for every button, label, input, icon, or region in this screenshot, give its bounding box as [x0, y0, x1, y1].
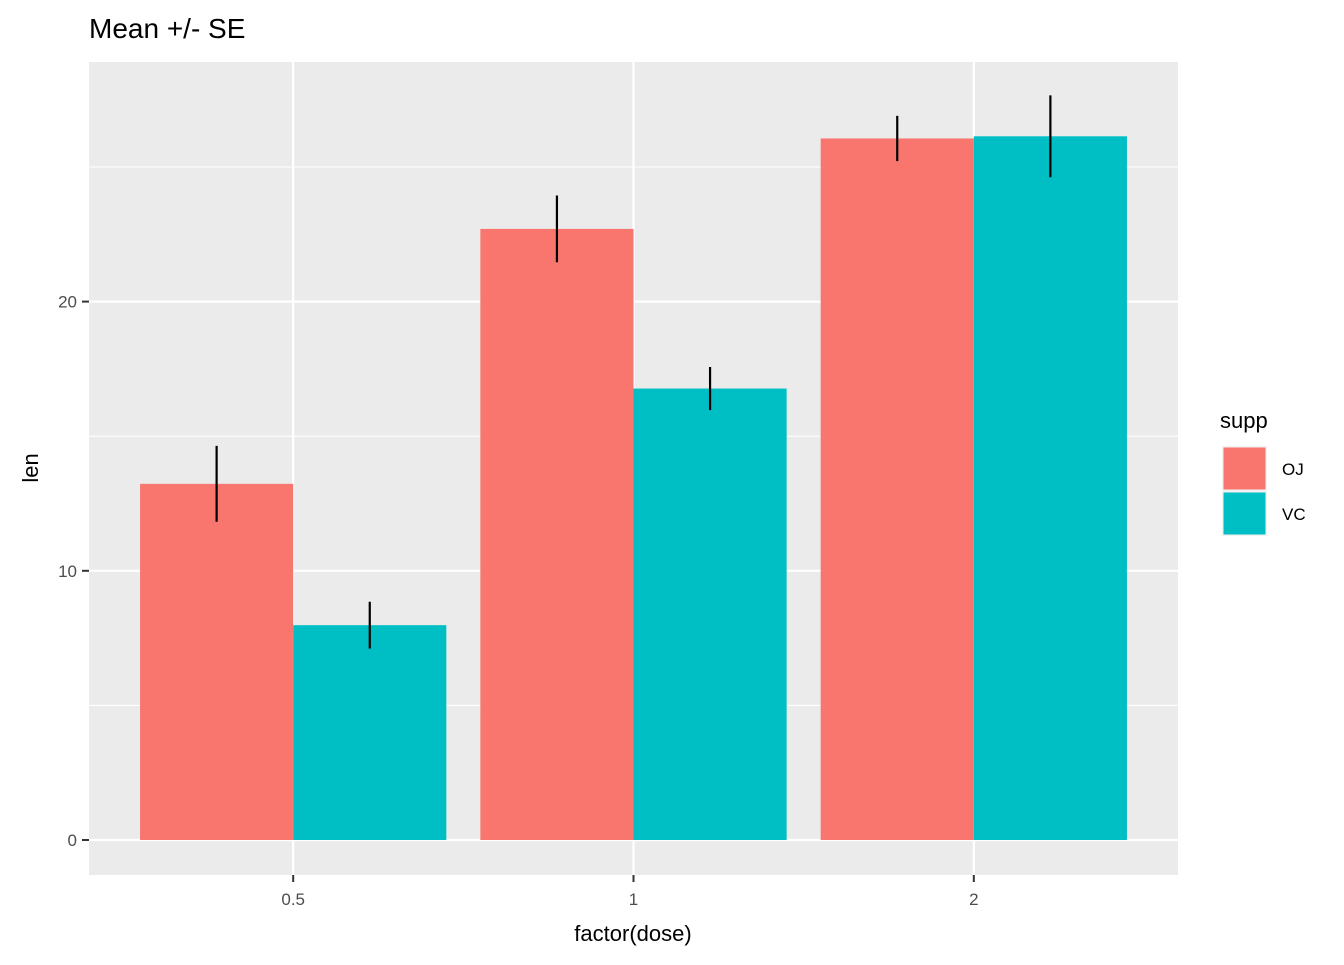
y-tick-label: 10: [58, 562, 77, 581]
x-tick-label: 2: [969, 890, 978, 909]
y-tick-label: 0: [68, 831, 77, 850]
bar-oj-2: [820, 138, 974, 841]
legend: supp OJ VC: [1220, 408, 1306, 536]
y-tick-label: 20: [58, 293, 77, 312]
legend-label-oj: OJ: [1282, 460, 1304, 479]
legend-swatch-vc: [1223, 492, 1266, 535]
legend-swatch-oj: [1223, 447, 1266, 490]
bar-vc-1: [633, 388, 787, 841]
x-tick-label: 1: [629, 890, 638, 909]
bar-oj-1: [480, 228, 634, 841]
bar-vc-2: [973, 136, 1127, 841]
bar-oj-0.5: [140, 483, 294, 841]
error-bars: [215, 95, 1052, 649]
legend-items: OJ VC: [1222, 446, 1306, 536]
x-axis-title: factor(dose): [574, 921, 691, 946]
legend-label-vc: VC: [1282, 505, 1306, 524]
legend-title: supp: [1220, 408, 1268, 433]
y-axis-title: len: [18, 453, 43, 482]
chart-title: Mean +/- SE: [89, 13, 245, 44]
x-tick-label: 0.5: [281, 890, 305, 909]
bar-vc-0.5: [293, 625, 447, 841]
bars: [140, 136, 1127, 841]
axes: 0 10 20 0.5 1 2: [58, 293, 978, 909]
